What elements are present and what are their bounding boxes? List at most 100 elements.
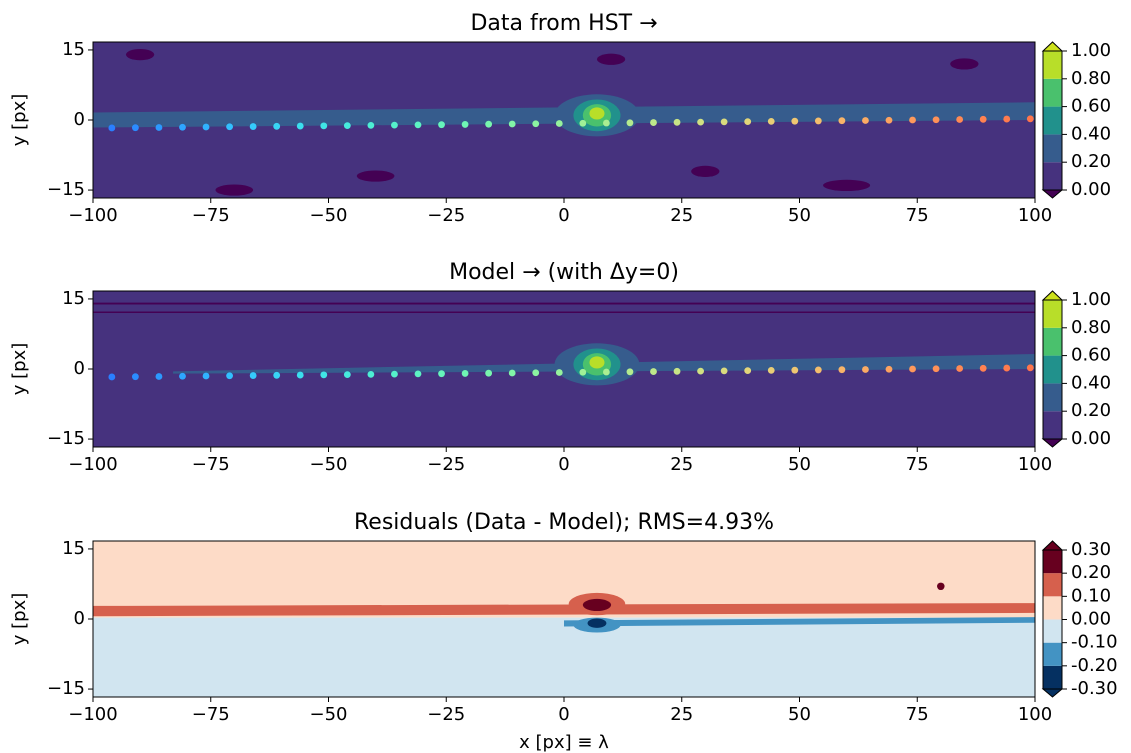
contour-field	[93, 291, 1035, 447]
trace-point	[932, 116, 940, 124]
colorbar-band	[1043, 573, 1062, 597]
trace-point	[273, 122, 281, 130]
colorbar-tick-label: 0.20	[1071, 400, 1111, 421]
colorbar-tick-label: 0.00	[1071, 179, 1111, 200]
colorbar-tick-label: 0.80	[1071, 317, 1111, 338]
x-tick-label: −75	[192, 704, 230, 725]
contour-low	[823, 179, 871, 191]
y-tick-label: 15	[62, 288, 85, 309]
contour-field	[93, 42, 1035, 198]
trace-point	[555, 120, 563, 127]
trace-point	[131, 373, 139, 381]
colorbar-band	[1043, 300, 1062, 328]
trace-point	[862, 117, 869, 124]
colorbar-tick-label: 0.00	[1071, 428, 1111, 449]
trace-point	[956, 116, 964, 123]
colorbar-tick-label: 0.60	[1071, 345, 1111, 366]
x-tick-label: −50	[310, 205, 348, 226]
trace-point	[508, 369, 516, 377]
trace-point	[414, 121, 422, 129]
trace-point	[720, 367, 728, 375]
contour-low	[93, 311, 1035, 313]
colorbar-extend	[1041, 189, 1064, 199]
contour-low	[596, 53, 626, 65]
contour-level	[587, 618, 607, 628]
x-tick-label: 75	[906, 704, 929, 725]
x-tick-label: 0	[558, 205, 569, 226]
trace-point	[532, 369, 540, 377]
colorbar-tick-label: 0.20	[1071, 562, 1111, 583]
trace-point	[108, 373, 116, 381]
trace-point	[650, 368, 657, 375]
y-tick-label: 0	[74, 608, 85, 629]
trace-point	[909, 365, 916, 373]
x-tick-label: 25	[670, 205, 693, 226]
colorbar-extend	[1041, 438, 1064, 448]
colorbar-band	[1043, 642, 1062, 666]
x-tick-label: 100	[1018, 704, 1052, 725]
trace-point	[814, 366, 822, 374]
colorbar-band	[1043, 596, 1062, 620]
trace-point	[508, 120, 516, 128]
colorbar-band	[1043, 78, 1062, 107]
contour-level	[93, 603, 1035, 617]
x-tick-label: −25	[427, 704, 465, 725]
colorbar-band	[1043, 411, 1062, 439]
y-tick-label: −15	[47, 678, 85, 699]
y-axis-label: y [px]	[9, 593, 30, 646]
x-tick-label: 25	[670, 454, 693, 475]
y-axis-label: y [px]	[9, 94, 30, 147]
trace-point	[438, 370, 445, 378]
trace-point	[862, 366, 869, 373]
trace-point	[602, 368, 610, 376]
trace-point	[367, 121, 375, 129]
x-tick-label: 100	[1018, 205, 1052, 226]
trace-point	[555, 369, 563, 376]
trace-point	[343, 371, 351, 379]
trace-point	[296, 371, 304, 379]
panel: −100 −75 −50 −25 0 25 50 75 100 −15 0 15 Residuals (…	[9, 510, 1118, 753]
trace-point	[155, 124, 163, 131]
colorbar-band	[1043, 51, 1062, 79]
trace-point	[814, 117, 822, 125]
colorbar-extend	[1041, 290, 1064, 301]
contour-low	[950, 58, 979, 70]
trace-point	[579, 119, 587, 127]
x-tick-label: −100	[68, 704, 117, 725]
trace-point	[697, 367, 704, 375]
contour-field	[93, 541, 1035, 697]
trace-point	[791, 117, 799, 125]
chart-title: Model → (with Δy=0)	[449, 260, 679, 285]
trace-point	[202, 372, 210, 380]
trace-point	[1003, 364, 1011, 372]
colorbar-tick-label: 0.10	[1071, 585, 1111, 606]
colorbar-tick-label: 0.40	[1071, 372, 1111, 393]
contour-low	[691, 165, 720, 177]
x-tick-label: 0	[558, 454, 569, 475]
trace-point	[249, 123, 257, 130]
trace-point	[461, 370, 469, 377]
trace-point	[885, 365, 893, 373]
colorbar-band	[1043, 327, 1062, 356]
panel: −100 −75 −50 −25 0 25 50 75 100 −15 0 15 Model → (wi…	[9, 260, 1111, 475]
colorbar-band	[1043, 383, 1062, 412]
x-tick-label: −75	[192, 454, 230, 475]
trace-point	[602, 119, 610, 127]
trace-point	[226, 123, 233, 131]
trace-point	[673, 367, 681, 375]
trace-point	[979, 115, 987, 123]
trace-point	[438, 121, 445, 129]
panel: −100 −75 −50 −25 0 25 50 75 100 −15 0 15 Data from H…	[9, 11, 1111, 226]
x-tick-label: −100	[68, 205, 117, 226]
trace-point	[791, 366, 799, 374]
trace-point	[391, 121, 398, 129]
colorbar-band	[1043, 665, 1062, 689]
trace-point	[1003, 115, 1011, 123]
x-tick-label: −50	[310, 454, 348, 475]
colorbar-band	[1043, 106, 1062, 135]
x-tick-label: 100	[1018, 454, 1052, 475]
trace-point	[414, 370, 422, 378]
colorbar-tick-label: -0.20	[1071, 655, 1118, 676]
trace-point	[226, 372, 233, 380]
